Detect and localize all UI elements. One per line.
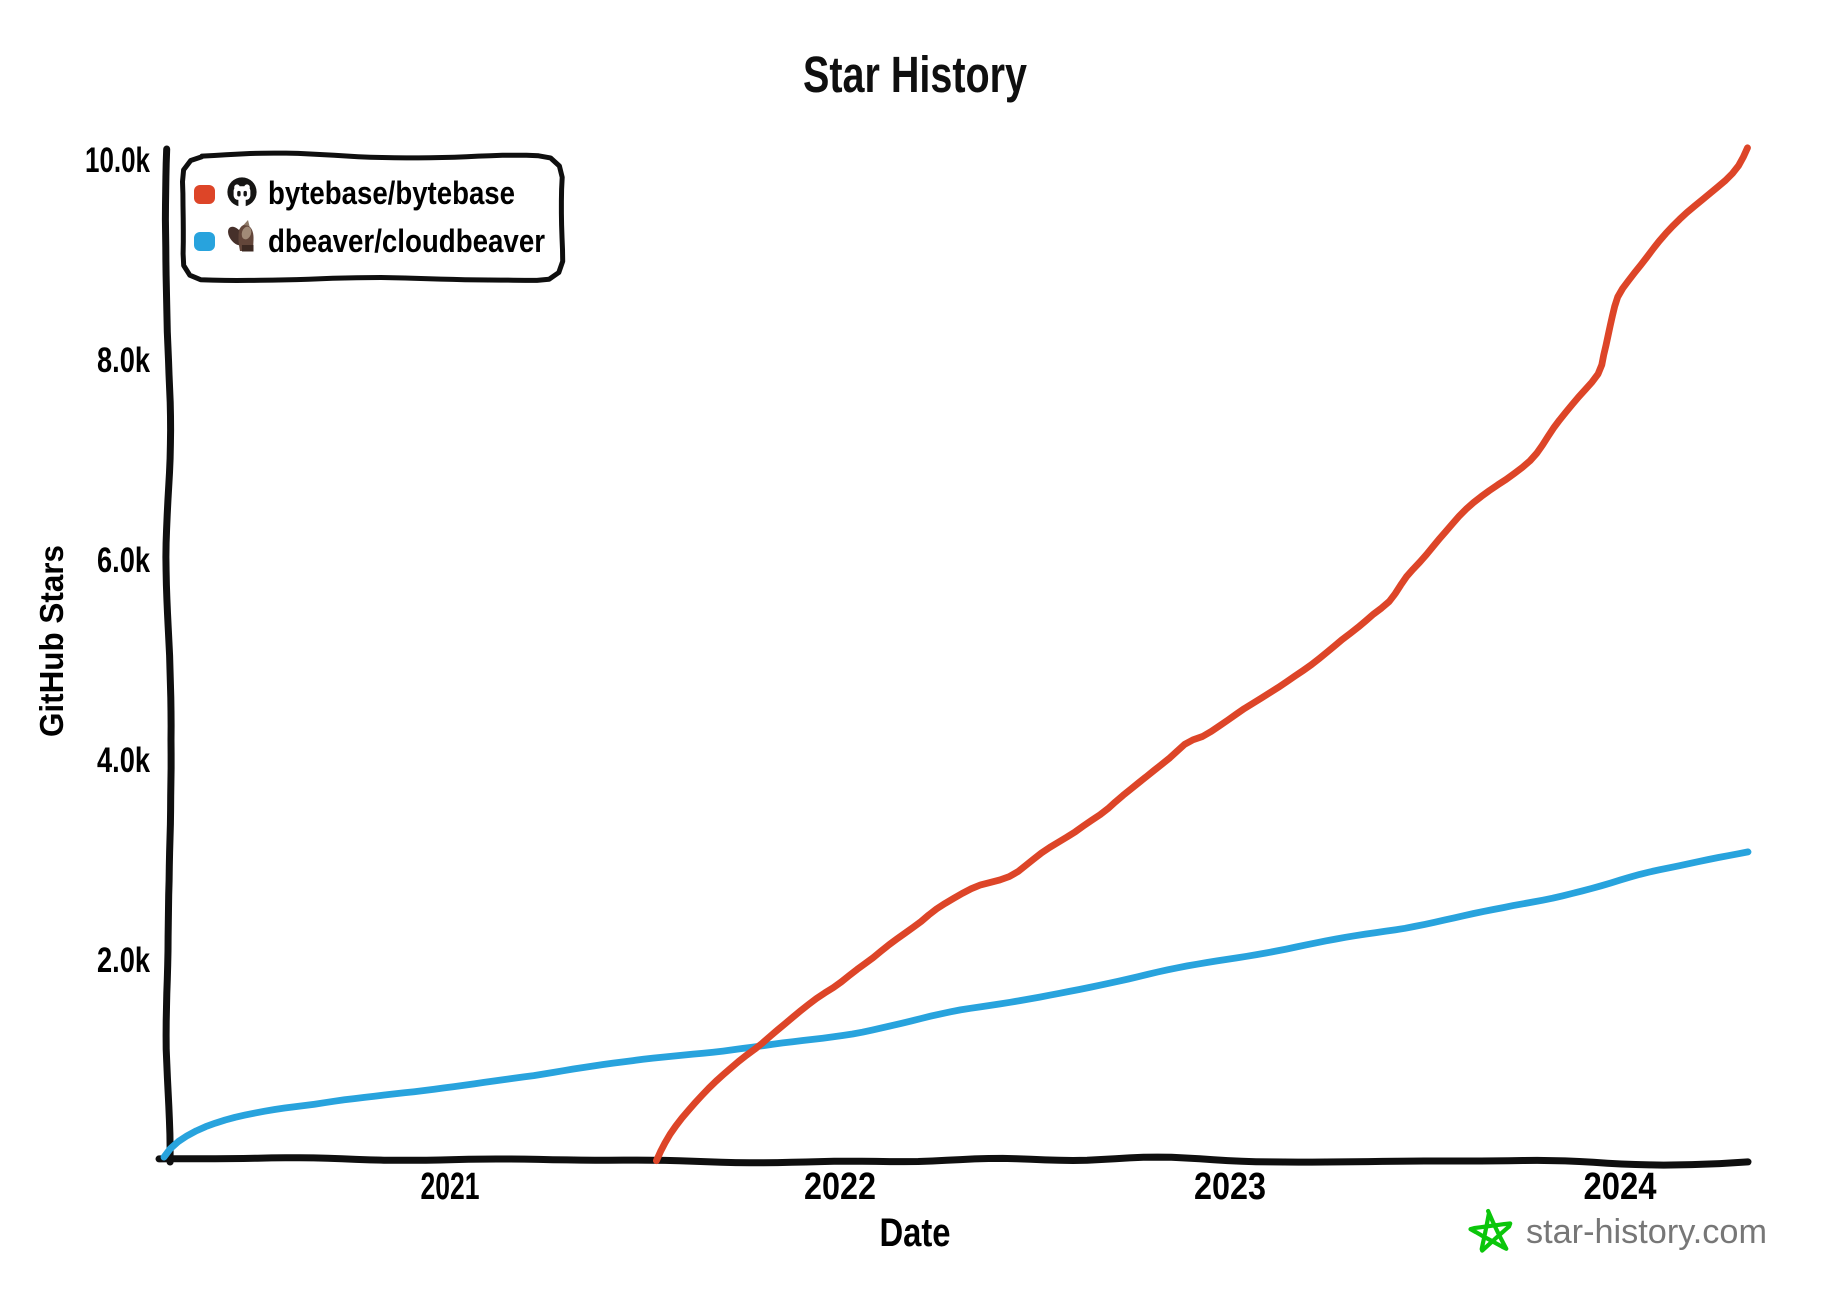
svg-text:2023: 2023	[1194, 1166, 1266, 1208]
svg-text:Star History: Star History	[803, 46, 1027, 103]
svg-text:star-history.com: star-history.com	[1526, 1213, 1767, 1251]
svg-text:4.0k: 4.0k	[97, 741, 150, 780]
svg-text:bytebase/bytebase: bytebase/bytebase	[268, 175, 515, 211]
svg-text:2024: 2024	[1584, 1166, 1657, 1208]
svg-text:6.0k: 6.0k	[97, 541, 150, 580]
svg-text:GitHub Stars: GitHub Stars	[33, 545, 70, 737]
svg-text:dbeaver/cloudbeaver: dbeaver/cloudbeaver	[268, 223, 545, 259]
svg-text:10.0k: 10.0k	[85, 141, 150, 180]
svg-text:2021: 2021	[421, 1166, 480, 1208]
svg-text:2022: 2022	[804, 1166, 876, 1208]
svg-text:8.0k: 8.0k	[97, 341, 150, 380]
svg-text:Date: Date	[880, 1211, 951, 1255]
svg-text:2.0k: 2.0k	[97, 941, 150, 980]
